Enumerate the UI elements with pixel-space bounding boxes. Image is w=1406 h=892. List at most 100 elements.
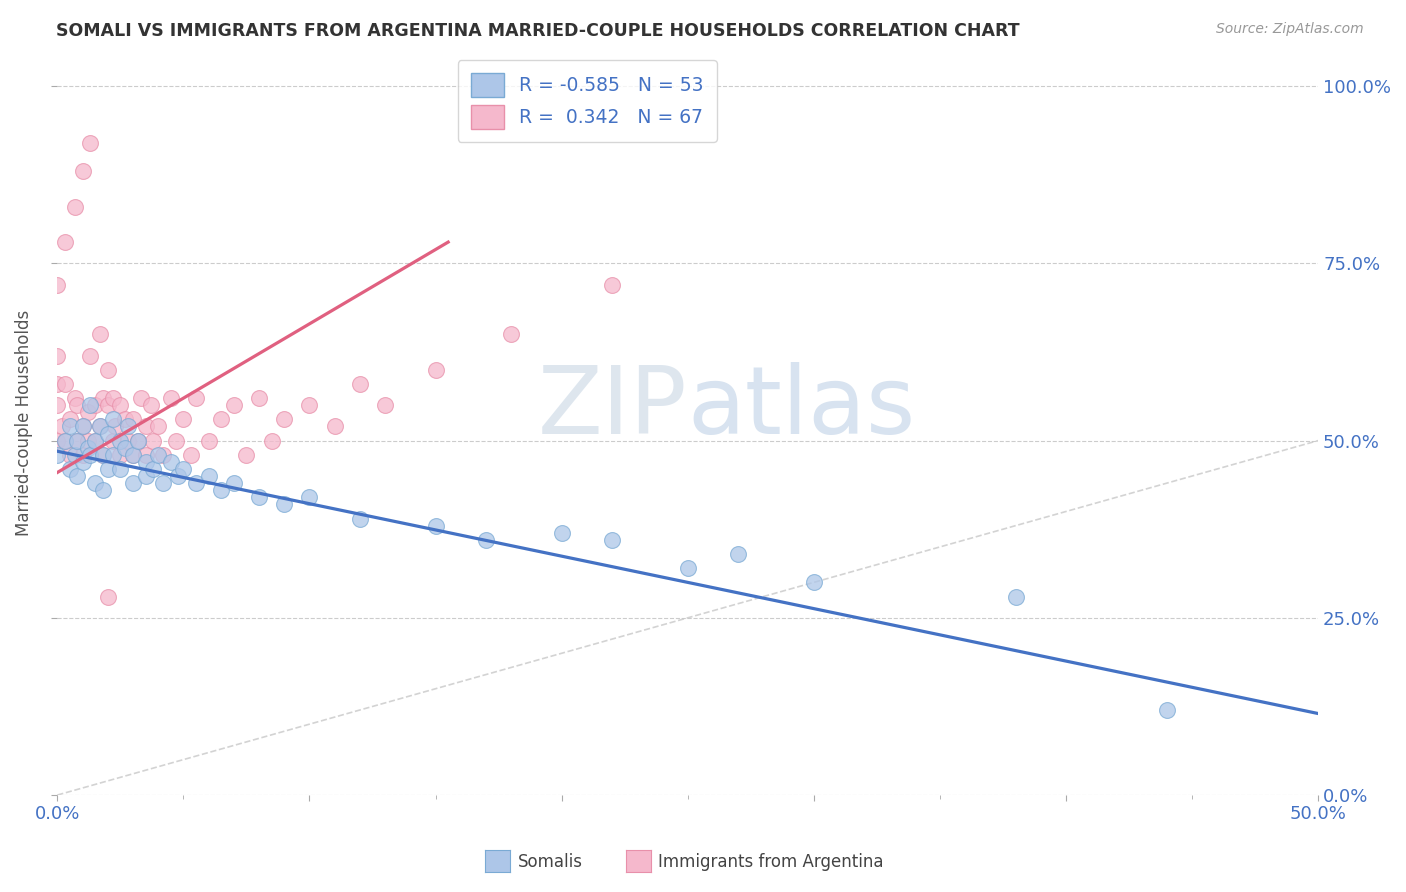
Point xyxy=(72,164,94,178)
Point xyxy=(122,448,145,462)
Point xyxy=(46,434,69,448)
Point xyxy=(374,398,396,412)
Point xyxy=(46,376,69,391)
Point xyxy=(79,349,101,363)
Point xyxy=(101,434,124,448)
Point xyxy=(349,511,371,525)
Point xyxy=(97,398,120,412)
Point xyxy=(110,434,132,448)
Point xyxy=(46,349,69,363)
Point xyxy=(159,391,181,405)
Point xyxy=(110,462,132,476)
Point xyxy=(152,448,174,462)
Point xyxy=(180,448,202,462)
Point xyxy=(475,533,498,547)
Point xyxy=(167,469,190,483)
Point xyxy=(1004,590,1026,604)
Point xyxy=(600,277,623,292)
Point xyxy=(59,448,82,462)
Point xyxy=(91,448,114,462)
Point xyxy=(53,434,76,448)
Point xyxy=(184,476,207,491)
Point xyxy=(323,419,346,434)
Point xyxy=(53,376,76,391)
Point xyxy=(349,376,371,391)
Point xyxy=(273,497,295,511)
Point xyxy=(197,434,219,448)
Text: Somalis: Somalis xyxy=(517,853,582,871)
Legend: R = -0.585   N = 53, R =  0.342   N = 67: R = -0.585 N = 53, R = 0.342 N = 67 xyxy=(457,60,717,142)
Point xyxy=(72,448,94,462)
Point xyxy=(114,412,136,426)
Point xyxy=(127,434,149,448)
Point xyxy=(46,277,69,292)
Point xyxy=(135,455,157,469)
Point xyxy=(298,398,321,412)
Point xyxy=(89,419,111,434)
Text: atlas: atlas xyxy=(688,362,915,454)
Y-axis label: Married-couple Households: Married-couple Households xyxy=(15,310,32,536)
Point xyxy=(235,448,257,462)
Point xyxy=(76,434,98,448)
Point xyxy=(222,476,245,491)
Point xyxy=(76,441,98,455)
Point xyxy=(139,398,162,412)
Point xyxy=(135,469,157,483)
Point xyxy=(66,434,89,448)
Point xyxy=(89,327,111,342)
Point xyxy=(66,398,89,412)
Text: ZIP: ZIP xyxy=(538,362,688,454)
Point xyxy=(172,412,194,426)
Point xyxy=(209,412,232,426)
Point xyxy=(101,412,124,426)
Point xyxy=(501,327,523,342)
Point xyxy=(110,398,132,412)
Point xyxy=(101,448,124,462)
Point xyxy=(59,462,82,476)
Point xyxy=(727,547,749,561)
Point xyxy=(66,434,89,448)
Point xyxy=(89,419,111,434)
Point xyxy=(66,469,89,483)
Point xyxy=(142,462,165,476)
Point xyxy=(76,405,98,419)
Point xyxy=(222,398,245,412)
Point xyxy=(159,455,181,469)
Point xyxy=(91,483,114,498)
Point xyxy=(84,434,107,448)
Point xyxy=(127,434,149,448)
Point xyxy=(84,434,107,448)
Point xyxy=(273,412,295,426)
Point xyxy=(63,391,86,405)
Point xyxy=(135,448,157,462)
Point xyxy=(129,391,152,405)
Point xyxy=(142,434,165,448)
Text: Source: ZipAtlas.com: Source: ZipAtlas.com xyxy=(1216,22,1364,37)
Point xyxy=(165,434,187,448)
Point xyxy=(59,419,82,434)
Point xyxy=(84,476,107,491)
Point xyxy=(97,590,120,604)
Point xyxy=(46,448,69,462)
Point xyxy=(117,434,139,448)
Point xyxy=(122,448,145,462)
Point xyxy=(97,426,120,441)
Point xyxy=(172,462,194,476)
Point xyxy=(51,419,73,434)
Point xyxy=(122,476,145,491)
Point xyxy=(72,419,94,434)
Point xyxy=(59,412,82,426)
Point xyxy=(600,533,623,547)
Point xyxy=(104,419,127,434)
Point xyxy=(91,391,114,405)
Point xyxy=(101,391,124,405)
Point xyxy=(122,412,145,426)
Point xyxy=(1156,703,1178,717)
Point xyxy=(425,518,447,533)
Point xyxy=(79,448,101,462)
Point xyxy=(53,434,76,448)
Point xyxy=(146,419,169,434)
Point xyxy=(53,235,76,249)
Point xyxy=(260,434,283,448)
Point xyxy=(135,419,157,434)
